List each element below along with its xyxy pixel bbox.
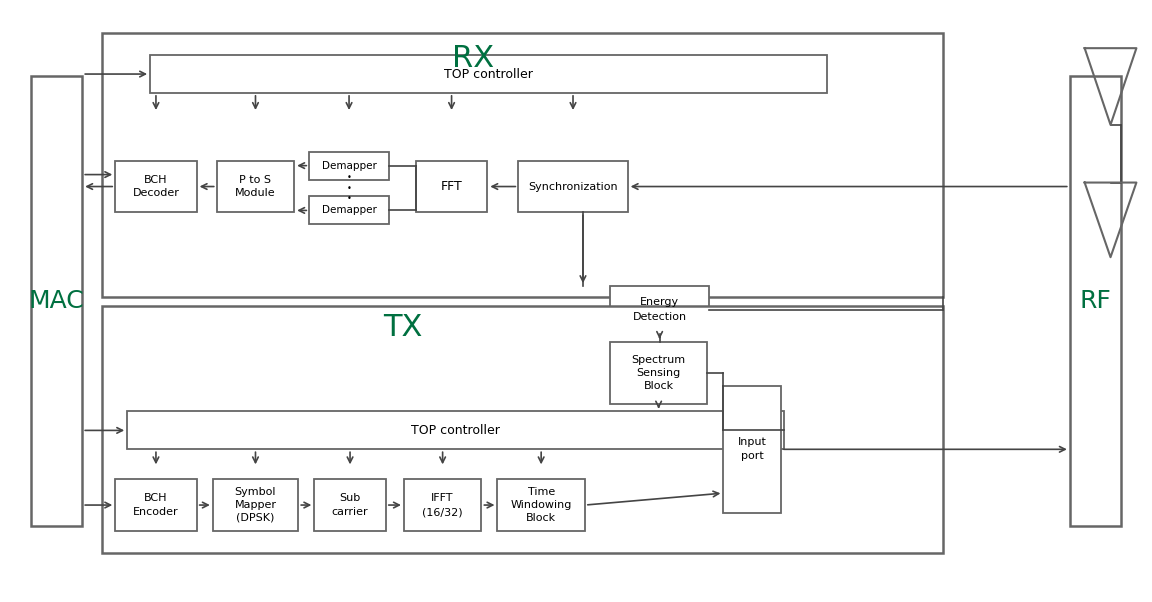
FancyBboxPatch shape xyxy=(518,161,628,213)
Text: carrier: carrier xyxy=(332,507,369,517)
Text: Windowing: Windowing xyxy=(510,500,571,510)
Text: Energy: Energy xyxy=(641,297,680,307)
Text: Sensing: Sensing xyxy=(637,368,681,377)
FancyBboxPatch shape xyxy=(416,161,487,213)
Text: Module: Module xyxy=(235,188,275,199)
FancyBboxPatch shape xyxy=(309,196,389,225)
Text: Input: Input xyxy=(737,437,766,447)
Text: TOP controller: TOP controller xyxy=(411,424,500,437)
Text: Detection: Detection xyxy=(632,312,687,322)
FancyBboxPatch shape xyxy=(31,76,82,526)
FancyBboxPatch shape xyxy=(609,286,710,334)
FancyBboxPatch shape xyxy=(1070,76,1121,526)
Text: •
•
•: • • • xyxy=(347,173,351,203)
Text: port: port xyxy=(741,452,764,461)
FancyBboxPatch shape xyxy=(103,33,943,297)
FancyBboxPatch shape xyxy=(404,479,482,531)
FancyBboxPatch shape xyxy=(103,306,943,553)
Text: Encoder: Encoder xyxy=(134,507,179,517)
Text: Spectrum: Spectrum xyxy=(631,355,685,365)
Text: Symbol: Symbol xyxy=(235,487,276,497)
Text: TOP controller: TOP controller xyxy=(444,67,533,81)
Text: Decoder: Decoder xyxy=(132,188,180,199)
FancyBboxPatch shape xyxy=(127,412,785,449)
Text: (DPSK): (DPSK) xyxy=(236,513,274,523)
FancyBboxPatch shape xyxy=(217,161,294,213)
Text: TX: TX xyxy=(384,314,423,343)
Text: MAC: MAC xyxy=(29,289,84,313)
Text: Synchronization: Synchronization xyxy=(529,182,617,191)
Text: (16/32): (16/32) xyxy=(423,507,463,517)
Text: Time: Time xyxy=(528,487,555,497)
FancyBboxPatch shape xyxy=(314,479,386,531)
Text: RF: RF xyxy=(1079,289,1112,313)
Text: Demapper: Demapper xyxy=(321,205,377,216)
Text: IFFT: IFFT xyxy=(431,493,454,503)
FancyBboxPatch shape xyxy=(723,386,781,513)
Text: Block: Block xyxy=(526,513,556,523)
Text: Mapper: Mapper xyxy=(235,500,276,510)
Text: RX: RX xyxy=(452,43,494,73)
Text: BCH: BCH xyxy=(144,175,168,185)
Text: Block: Block xyxy=(644,380,674,391)
Text: FFT: FFT xyxy=(441,180,462,193)
FancyBboxPatch shape xyxy=(115,479,197,531)
FancyBboxPatch shape xyxy=(115,161,197,213)
FancyBboxPatch shape xyxy=(150,55,827,93)
Text: Sub: Sub xyxy=(340,493,361,503)
FancyBboxPatch shape xyxy=(498,479,585,531)
FancyBboxPatch shape xyxy=(609,342,707,403)
FancyBboxPatch shape xyxy=(309,152,389,179)
Text: BCH: BCH xyxy=(144,493,168,503)
FancyBboxPatch shape xyxy=(213,479,298,531)
Text: P to S: P to S xyxy=(240,175,272,185)
Text: Demapper: Demapper xyxy=(321,161,377,170)
